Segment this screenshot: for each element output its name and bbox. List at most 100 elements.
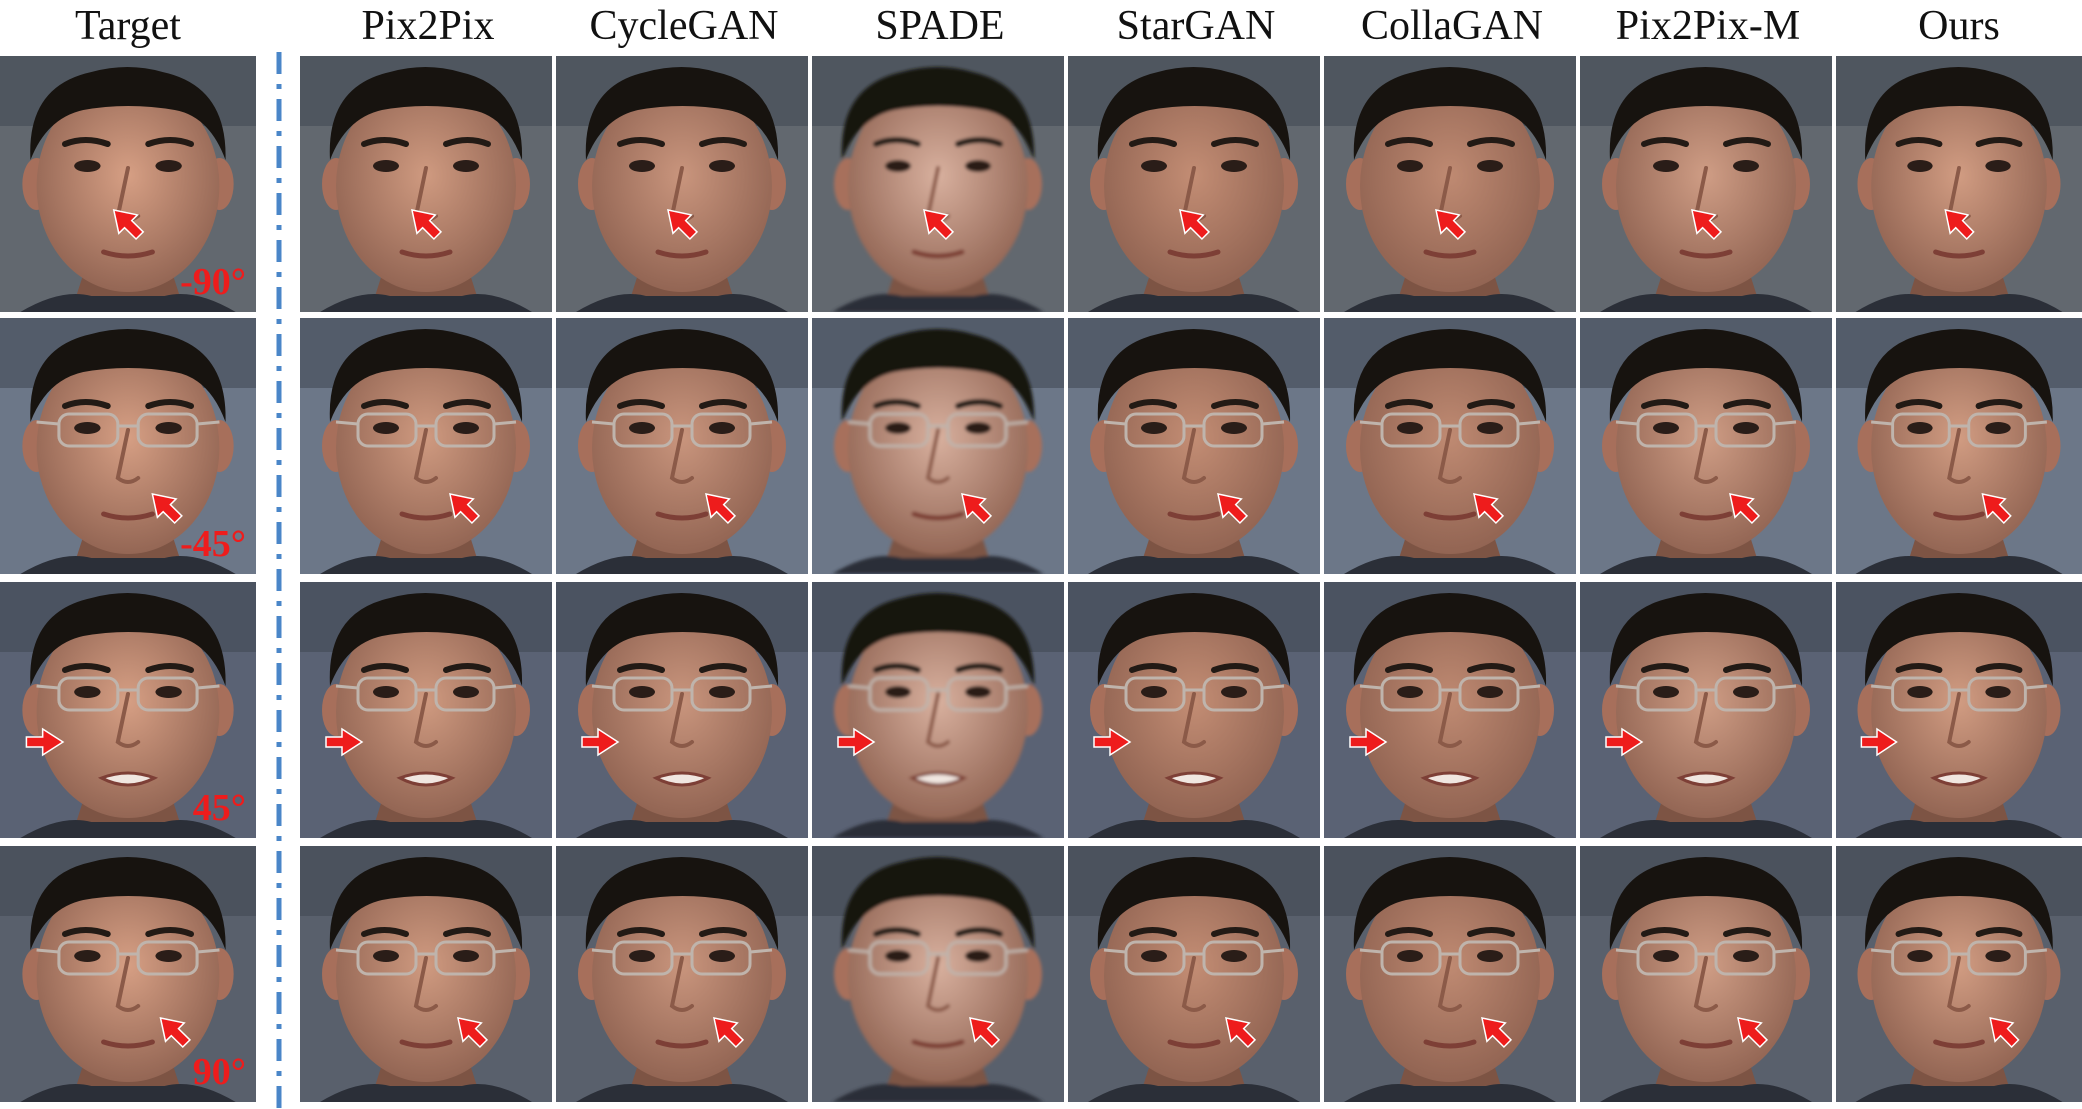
face-photo-target-row4 <box>0 846 256 1102</box>
red-arrow-icon <box>151 493 183 525</box>
face-photo-collagan-row1 <box>1324 56 1576 312</box>
face-photo-pix2pix-m-row4 <box>1580 846 1832 1102</box>
face-image-stargan-row1 <box>1068 56 1320 312</box>
face-photo-pix2pix-m-row3 <box>1580 582 1832 838</box>
face-photo-spade-row3 <box>812 582 1064 838</box>
angle-label-row1: -90° <box>180 261 246 303</box>
red-arrow-icon <box>1860 727 1898 757</box>
face-image-pix2pix-m-row4 <box>1580 846 1832 1102</box>
red-arrow-icon <box>112 209 145 241</box>
face-photo-cyclegan-row1 <box>556 56 808 312</box>
face-photo-cyclegan-row3 <box>556 582 808 838</box>
face-image-ours-row4 <box>1836 846 2082 1102</box>
face-image-cyclegan-row2 <box>556 318 808 574</box>
face-image-pix2pix-row4 <box>300 846 552 1102</box>
face-photo-cyclegan-row2 <box>556 318 808 574</box>
face-image-pix2pix-m-row3 <box>1580 582 1832 838</box>
column-header-target: Target <box>75 3 181 49</box>
red-arrow-icon <box>1179 209 1211 241</box>
face-photo-pix2pix-m-row2 <box>1580 318 1832 574</box>
face-image-pix2pix-m-row2 <box>1580 318 1832 574</box>
face-image-ours-row2 <box>1836 318 2082 574</box>
red-arrow-icon <box>411 209 443 241</box>
red-arrow-icon <box>325 727 364 757</box>
face-image-target-row2 <box>0 318 256 574</box>
face-photo-stargan-row3 <box>1068 582 1320 838</box>
face-photo-pix2pix-row1 <box>300 56 552 312</box>
face-image-pix2pix-m-row1 <box>1580 56 1832 312</box>
column-header-ours: Ours <box>1918 3 2000 49</box>
face-image-stargan-row4 <box>1068 846 1320 1102</box>
face-image-pix2pix-row1 <box>300 56 552 312</box>
red-arrow-icon <box>449 493 481 525</box>
red-arrow-icon <box>159 1017 192 1049</box>
face-image-spade-row1 <box>812 56 1064 312</box>
red-arrow-icon <box>1691 209 1723 241</box>
face-image-ours-row3 <box>1836 582 2082 838</box>
red-arrow-icon <box>1989 1017 2020 1049</box>
face-image-collagan-row3 <box>1324 582 1576 838</box>
red-arrow-icon <box>25 727 65 757</box>
face-image-pix2pix-row2 <box>300 318 552 574</box>
face-photo-target-row3 <box>0 582 256 838</box>
face-photo-spade-row4 <box>812 846 1064 1102</box>
face-photo-stargan-row1 <box>1068 56 1320 312</box>
red-arrow-icon <box>1435 209 1467 241</box>
face-photo-target-row2 <box>0 318 256 574</box>
red-arrow-icon <box>713 1017 745 1049</box>
red-arrow-icon <box>837 727 876 757</box>
face-image-collagan-row4 <box>1324 846 1576 1102</box>
red-arrow-icon <box>961 493 993 525</box>
red-arrow-icon <box>1093 727 1132 757</box>
face-image-collagan-row2 <box>1324 318 1576 574</box>
red-arrow-icon <box>969 1017 1001 1049</box>
face-photo-collagan-row3 <box>1324 582 1576 838</box>
column-header-collagan: CollaGAN <box>1361 3 1543 49</box>
dash-dot-separator <box>276 52 282 1109</box>
face-image-spade-row3 <box>812 582 1064 838</box>
column-header-stargan: StarGAN <box>1116 3 1276 49</box>
red-arrow-icon <box>1729 493 1761 525</box>
angle-label-row2: -45° <box>180 523 246 565</box>
red-arrow-icon <box>705 493 737 525</box>
face-image-stargan-row2 <box>1068 318 1320 574</box>
face-photo-collagan-row2 <box>1324 318 1576 574</box>
red-arrow-icon <box>1217 493 1249 525</box>
red-arrow-icon <box>1981 493 2012 525</box>
face-photo-ours-row3 <box>1836 582 2082 838</box>
red-arrow-icon <box>457 1017 489 1049</box>
red-arrow-icon <box>1944 209 1975 241</box>
column-header-spade: SPADE <box>875 3 1005 49</box>
face-image-cyclegan-row3 <box>556 582 808 838</box>
face-photo-pix2pix-row2 <box>300 318 552 574</box>
face-photo-ours-row4 <box>1836 846 2082 1102</box>
red-arrow-icon <box>1349 727 1388 757</box>
red-arrow-icon <box>667 209 699 241</box>
red-arrow-icon <box>581 727 620 757</box>
face-photo-pix2pix-row4 <box>300 846 552 1102</box>
face-image-spade-row2 <box>812 318 1064 574</box>
face-photo-spade-row1 <box>812 56 1064 312</box>
face-image-cyclegan-row4 <box>556 846 808 1102</box>
face-image-collagan-row1 <box>1324 56 1576 312</box>
face-photo-cyclegan-row4 <box>556 846 808 1102</box>
face-photo-stargan-row4 <box>1068 846 1320 1102</box>
face-image-pix2pix-row3 <box>300 582 552 838</box>
face-photo-ours-row1 <box>1836 56 2082 312</box>
red-arrow-icon <box>1737 1017 1769 1049</box>
angle-label-row3: 45° <box>192 787 246 829</box>
red-arrow-icon <box>1473 493 1505 525</box>
face-image-ours-row1 <box>1836 56 2082 312</box>
face-photo-ours-row2 <box>1836 318 2082 574</box>
face-image-spade-row4 <box>812 846 1064 1102</box>
face-photo-target-row1 <box>0 56 256 312</box>
face-image-stargan-row3 <box>1068 582 1320 838</box>
face-image-target-row4 <box>0 846 256 1102</box>
red-arrow-icon <box>923 209 955 241</box>
face-image-cyclegan-row1 <box>556 56 808 312</box>
face-photo-collagan-row4 <box>1324 846 1576 1102</box>
red-arrow-icon <box>1225 1017 1257 1049</box>
face-photo-spade-row2 <box>812 318 1064 574</box>
face-photo-stargan-row2 <box>1068 318 1320 574</box>
column-header-pix2pix: Pix2Pix <box>361 3 495 49</box>
